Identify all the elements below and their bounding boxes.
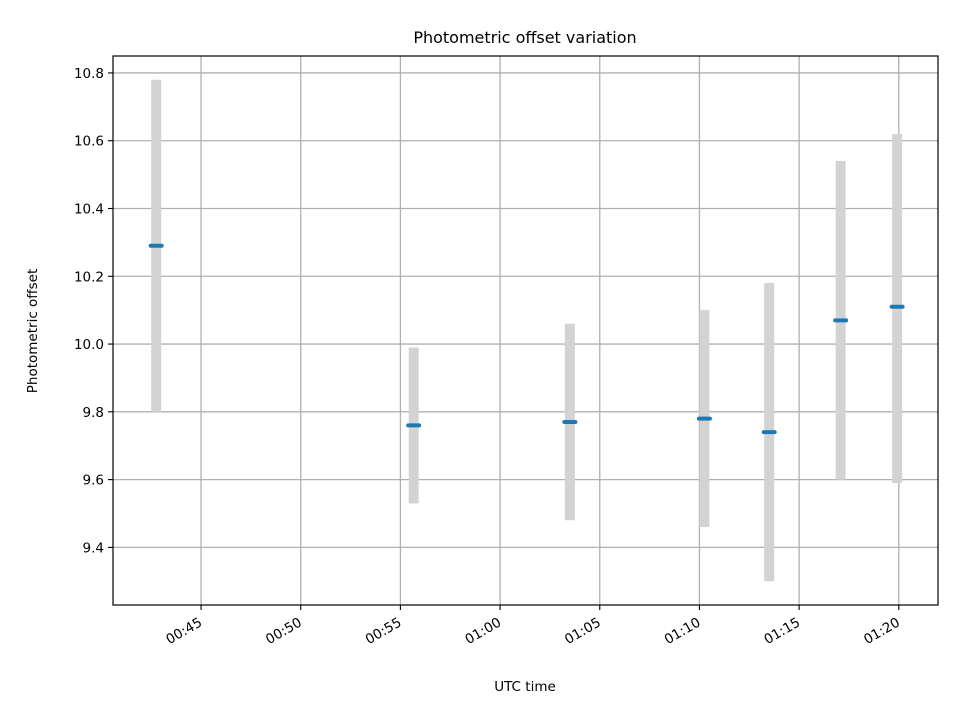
y-tick-label: 9.4 (83, 540, 104, 556)
plot-area-frame (112, 55, 939, 606)
y-axis-label: Photometric offset (25, 269, 41, 393)
y-axis-ticks: 9.4 9.6 9.8 10.0 10.2 10.4 10.6 10.8 (74, 66, 113, 556)
x-axis-label: UTC time (494, 679, 556, 695)
y-tick-label: 10.2 (74, 269, 104, 285)
chart-title: Photometric offset variation (413, 28, 636, 47)
y-tick-label: 10.6 (74, 134, 104, 150)
y-tick-label: 9.6 (83, 473, 104, 489)
y-tick-label: 10.0 (74, 337, 104, 353)
y-tick-label: 10.8 (74, 66, 104, 82)
y-tick-label: 9.8 (83, 405, 104, 421)
y-tick-label: 10.4 (74, 202, 104, 218)
data-markers (148, 243, 905, 435)
